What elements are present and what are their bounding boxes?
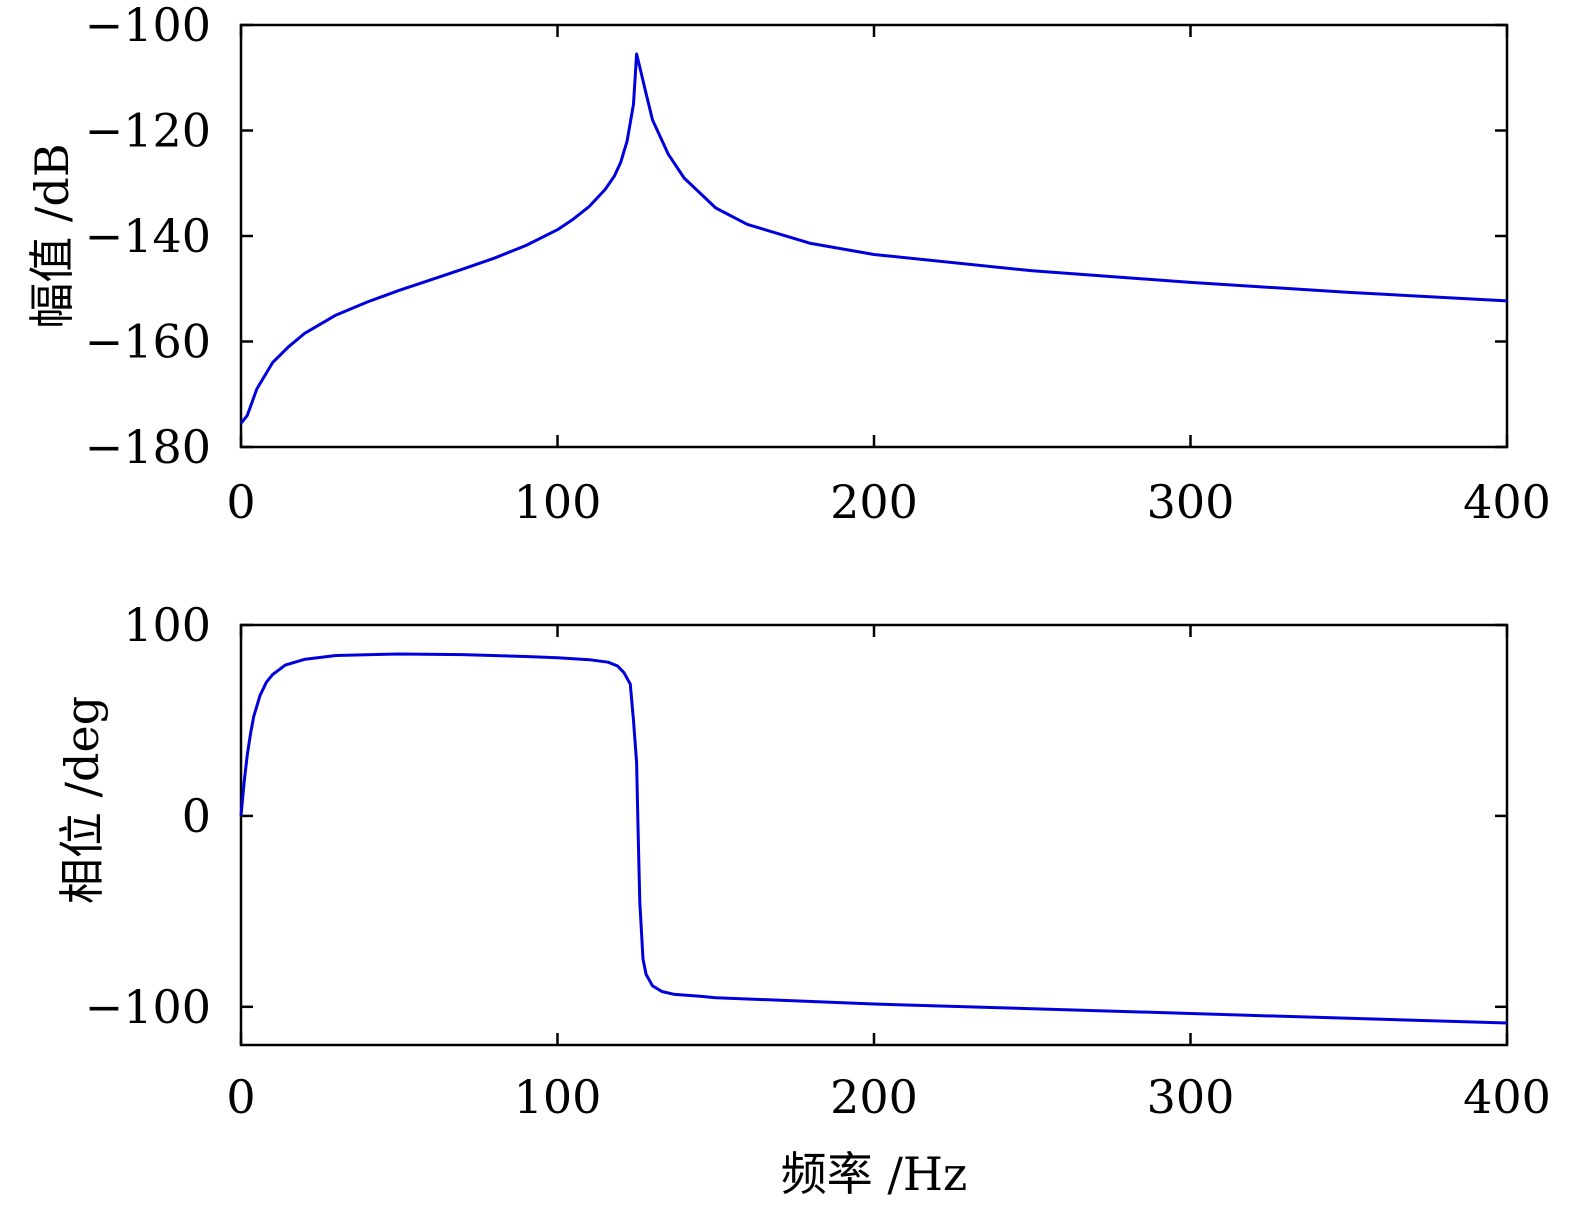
phase-xtick-label: 100 — [514, 1070, 602, 1124]
phase-xtick-label: 0 — [226, 1070, 255, 1124]
magnitude-ytick-label: −140 — [85, 209, 211, 263]
magnitude-ytick-label: −180 — [85, 420, 211, 474]
magnitude-xtick-label: 400 — [1463, 475, 1551, 529]
magnitude-ytick-label: −160 — [85, 315, 211, 369]
magnitude-ylabel: 幅值 /dB — [25, 143, 79, 328]
magnitude-xtick-label: 0 — [226, 475, 255, 529]
phase-xtick-label: 400 — [1463, 1070, 1551, 1124]
magnitude-series-line — [239, 52, 1508, 425]
phase-xtick-label: 200 — [830, 1070, 918, 1124]
magnitude-plot: 0 100 200 300 400 −180 −160 −140 −120 −100 幅值 /dB — [25, 0, 1551, 529]
phase-xlabel: 频率 /Hz — [781, 1147, 967, 1201]
magnitude-ytick-label: −100 — [85, 0, 211, 52]
magnitude-xtick-label: 300 — [1147, 475, 1235, 529]
magnitude-ytick-label: −120 — [85, 104, 211, 158]
phase-series-line — [239, 652, 1508, 1025]
phase-ytick-label: 0 — [182, 789, 211, 843]
phase-plot: 0 100 200 300 400 −100 0 100 相位 /deg 频率 /Hz — [55, 598, 1551, 1201]
magnitude-xtick-label: 200 — [830, 475, 918, 529]
magnitude-xtick-label: 100 — [514, 475, 602, 529]
phase-frame — [239, 623, 1509, 1047]
phase-ytick-label: 100 — [123, 598, 211, 652]
phase-xtick-label: 300 — [1147, 1070, 1235, 1124]
phase-ylabel: 相位 /deg — [55, 696, 109, 904]
magnitude-frame — [239, 23, 1509, 449]
phase-ytick-label: −100 — [85, 980, 211, 1034]
